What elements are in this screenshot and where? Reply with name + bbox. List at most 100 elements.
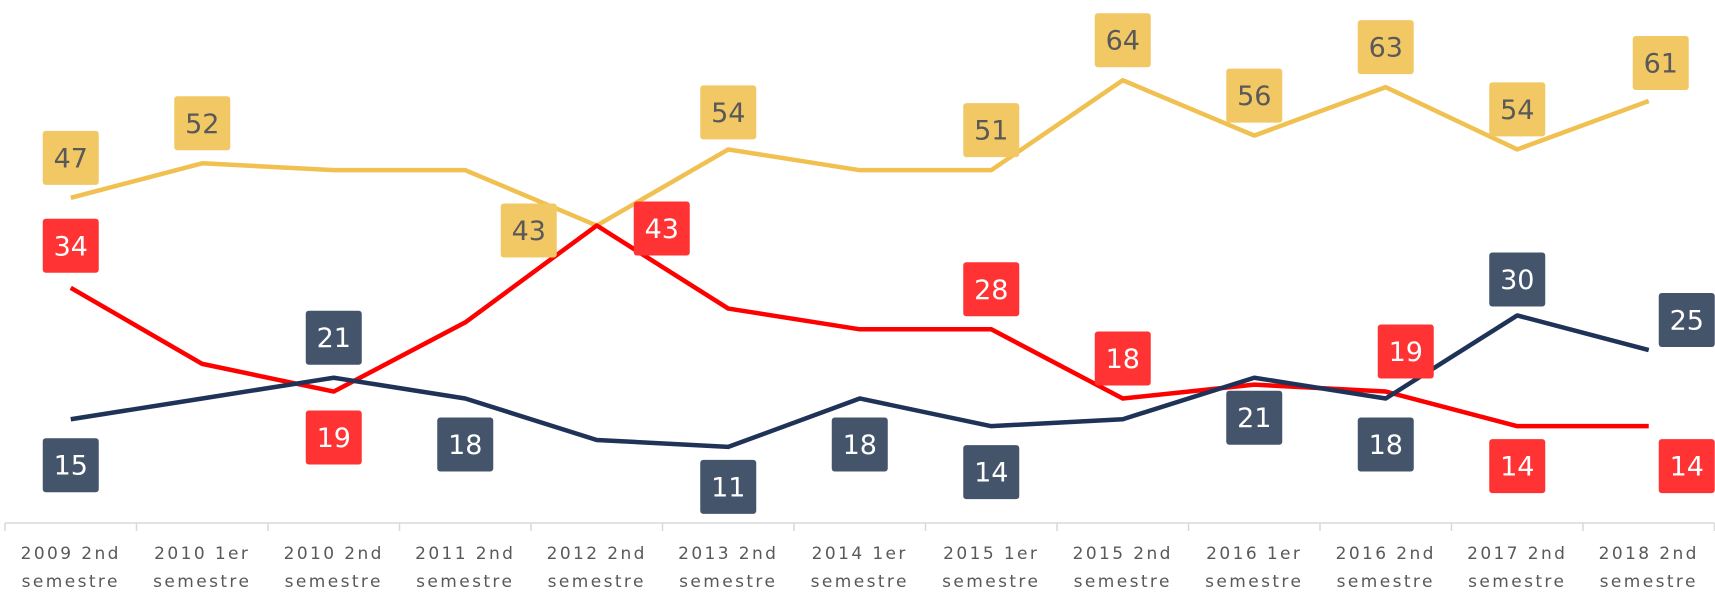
data-label: 14 — [1489, 439, 1546, 494]
data-label-text: 54 — [1500, 95, 1534, 126]
data-label-box — [174, 96, 231, 151]
data-label-box — [1658, 439, 1715, 494]
data-label: 30 — [1489, 252, 1546, 307]
data-label-box — [1377, 324, 1434, 379]
data-label-text: 14 — [974, 458, 1008, 489]
data-label-box — [963, 103, 1020, 158]
data-label-text: 54 — [711, 98, 745, 129]
x-tick-label: 2018 2nd semestre — [1598, 544, 1699, 592]
data-label-text: 61 — [1644, 49, 1678, 80]
data-label-box — [700, 85, 757, 140]
data-label-text: 47 — [54, 143, 88, 174]
data-label-text: 56 — [1237, 81, 1271, 112]
data-label: 61 — [1632, 36, 1689, 91]
data-label: 64 — [1094, 13, 1151, 68]
data-label: 43 — [633, 201, 690, 256]
data-label: 11 — [700, 459, 757, 514]
data-label: 47 — [42, 130, 99, 185]
data-label-box — [1489, 439, 1546, 494]
data-label-box — [1357, 20, 1414, 75]
data-label-box — [1226, 68, 1283, 123]
data-label: 18 — [831, 417, 888, 472]
data-label: 18 — [437, 417, 494, 472]
data-label-box — [1658, 293, 1715, 348]
data-label-text: 52 — [185, 109, 219, 140]
data-label-box — [700, 459, 757, 514]
data-label: 18 — [1357, 417, 1414, 472]
data-label: 15 — [42, 438, 99, 493]
data-label: 28 — [963, 262, 1020, 317]
data-label-text: 15 — [54, 451, 88, 482]
data-label: 21 — [305, 310, 362, 365]
data-label: 63 — [1357, 20, 1414, 75]
data-label-box — [305, 310, 362, 365]
data-label: 21 — [1226, 390, 1283, 445]
x-tick-label: 2010 1er semestre — [153, 544, 252, 592]
data-label-box — [42, 130, 99, 185]
line-series — [70, 77, 1650, 228]
data-label: 18 — [1094, 331, 1151, 386]
data-label: 19 — [1377, 324, 1434, 379]
data-label-box — [42, 438, 99, 493]
x-tick-label: 2010 2nd semestre — [283, 544, 384, 592]
data-label-box — [1226, 390, 1283, 445]
data-label: 14 — [963, 445, 1020, 500]
data-label-box — [1489, 252, 1546, 307]
data-label-box — [1094, 13, 1151, 68]
data-label-box — [1632, 36, 1689, 91]
x-tick-label: 2017 2nd semestre — [1467, 544, 1568, 592]
data-label-text: 28 — [974, 275, 1008, 306]
data-label: 51 — [963, 103, 1020, 158]
data-label-box — [500, 203, 557, 258]
line-series — [69, 223, 1649, 429]
x-tick-label: 2011 2nd semestre — [415, 544, 516, 592]
data-label-text: 43 — [512, 216, 546, 247]
data-label-text: 19 — [1389, 337, 1423, 368]
data-label: 54 — [1489, 82, 1546, 137]
data-label: 34 — [42, 218, 99, 273]
data-label-text: 18 — [1369, 430, 1403, 461]
x-tick-label: 2015 1er semestre — [942, 544, 1041, 592]
data-label: 25 — [1658, 293, 1715, 348]
x-tick-label: 2014 1er semestre — [810, 544, 909, 592]
x-tick-label: 2016 2nd semestre — [1335, 544, 1436, 592]
data-label-box — [1489, 82, 1546, 137]
data-label: 14 — [1658, 439, 1715, 494]
data-label: 52 — [174, 96, 231, 151]
data-label-box — [963, 445, 1020, 500]
data-label-box — [831, 417, 888, 472]
x-tick-label: 2015 2nd semestre — [1072, 544, 1173, 592]
data-label-text: 14 — [1500, 452, 1534, 483]
data-label-text: 21 — [317, 323, 351, 354]
data-label: 54 — [700, 85, 757, 140]
x-tick-label: 2012 2nd semestre — [546, 544, 647, 592]
data-label-box — [1094, 331, 1151, 386]
x-tick-label: 2016 1er semestre — [1205, 544, 1304, 592]
data-label-box — [963, 262, 1020, 317]
data-label-text: 11 — [711, 472, 745, 503]
data-label: 19 — [305, 410, 362, 465]
data-label-text: 19 — [317, 423, 351, 454]
data-label: 43 — [500, 203, 557, 258]
data-label-text: 34 — [54, 231, 88, 262]
x-tick-label: 2013 2nd semestre — [678, 544, 779, 592]
data-label-text: 43 — [645, 214, 679, 245]
data-label-text: 51 — [974, 116, 1008, 147]
data-label-box — [42, 218, 99, 273]
data-label-text: 18 — [1106, 344, 1140, 375]
data-label-text: 14 — [1670, 452, 1704, 483]
data-label-text: 64 — [1106, 26, 1140, 57]
data-label-box — [1357, 417, 1414, 472]
data-label-text: 25 — [1670, 306, 1704, 337]
data-label-text: 21 — [1237, 403, 1271, 434]
data-label-text: 30 — [1500, 265, 1534, 296]
data-label-box — [437, 417, 494, 472]
data-label-box — [633, 201, 690, 256]
data-label-text: 18 — [448, 430, 482, 461]
data-label-text: 18 — [843, 430, 877, 461]
data-label-box — [305, 410, 362, 465]
x-tick-label: 2009 2nd semestre — [20, 544, 121, 592]
data-label-text: 63 — [1369, 33, 1403, 64]
